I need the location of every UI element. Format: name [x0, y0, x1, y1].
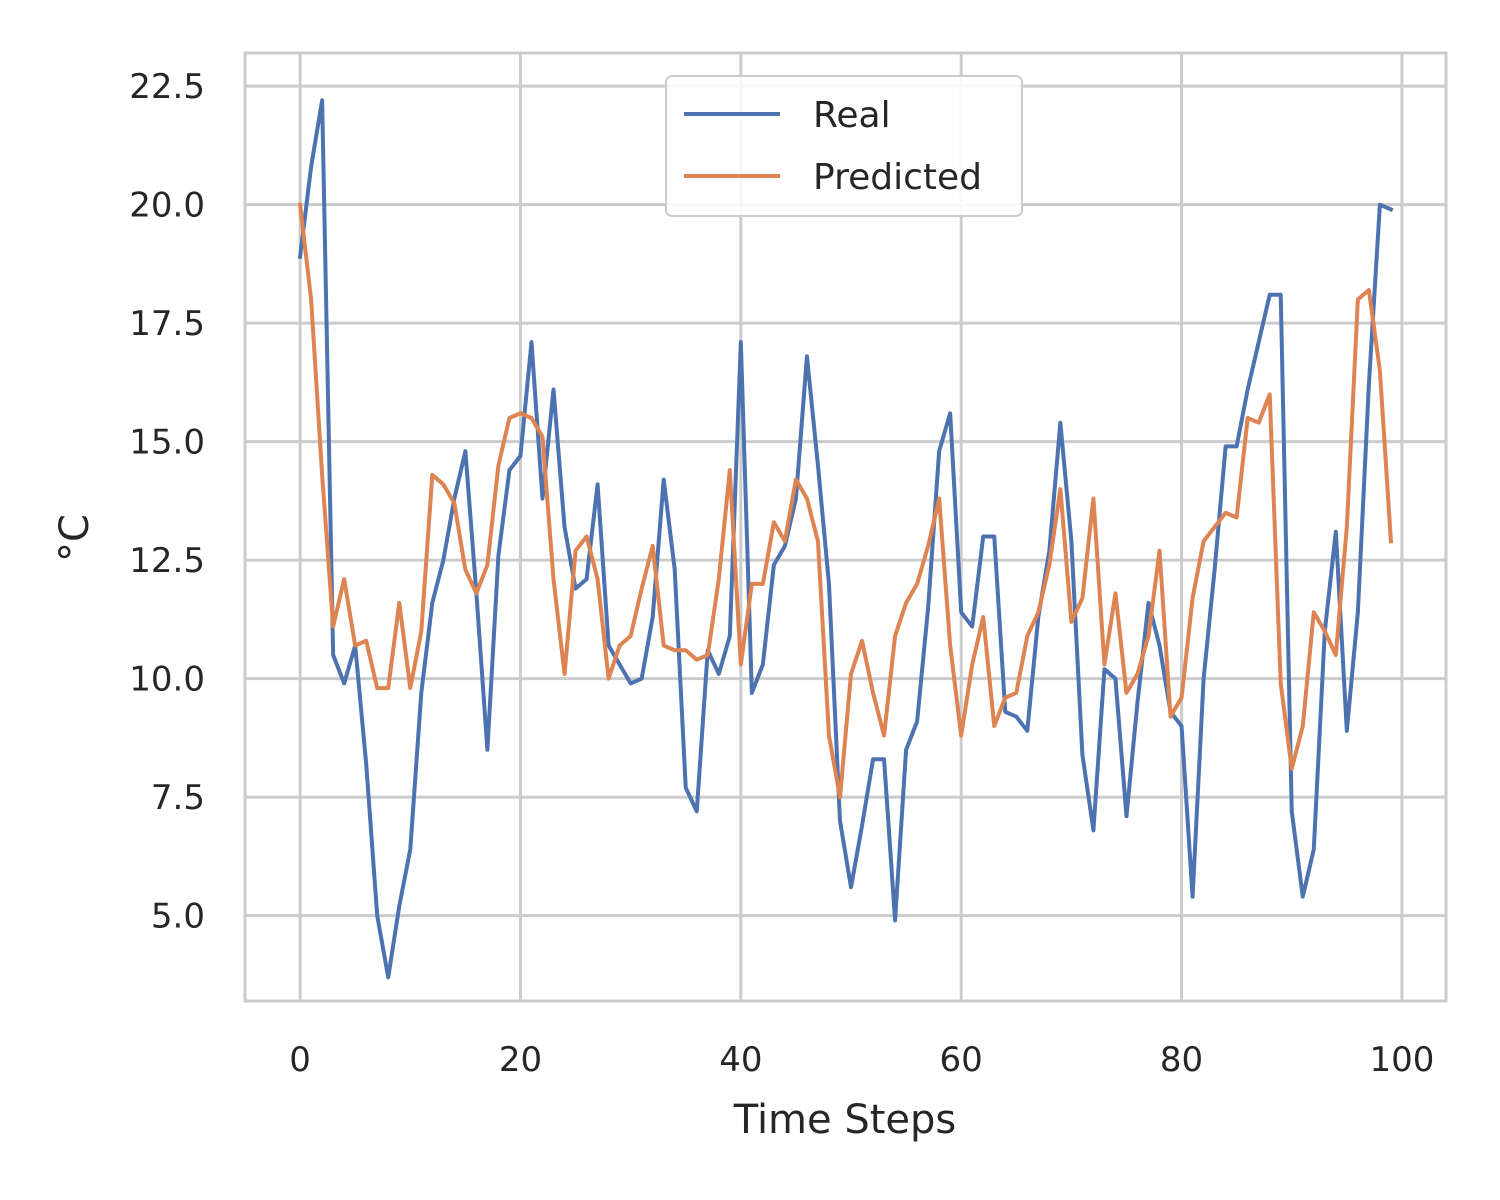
series-line-predicted: [297, 202, 1394, 800]
x-tick-label: 80: [1160, 1040, 1203, 1080]
x-tick-label: 20: [499, 1040, 542, 1080]
legend-label-real: Real: [813, 95, 891, 136]
y-tick-label: 7.5: [151, 778, 205, 818]
y-axis-label: °C: [52, 514, 98, 562]
x-tick-label: 40: [719, 1040, 762, 1080]
legend-box: [665, 75, 1023, 217]
series-line-real: [297, 98, 1394, 980]
x-tick-label: 60: [940, 1040, 983, 1080]
legend: Real Predicted: [665, 75, 1023, 217]
tick-labels: 0 20 40 60 80 100 5.0 7.5 10.0 12.5 15.0 17.5 20.0 22…: [129, 67, 1434, 1080]
y-tick-label: 17.5: [129, 304, 205, 344]
y-tick-label: 12.5: [129, 541, 205, 581]
x-axis-label: Time Steps: [733, 1097, 957, 1143]
x-tick-label: 0: [289, 1040, 311, 1080]
legend-label-predicted: Predicted: [813, 157, 982, 198]
series-lines: [297, 98, 1394, 980]
plot-frame: [243, 51, 1448, 1003]
y-tick-label: 20.0: [129, 186, 205, 226]
y-tick-label: 10.0: [129, 660, 205, 700]
y-tick-label: 15.0: [129, 423, 205, 463]
y-tick-label: 22.5: [129, 67, 205, 107]
x-tick-label: 100: [1369, 1040, 1434, 1080]
y-tick-label: 5.0: [151, 897, 205, 937]
